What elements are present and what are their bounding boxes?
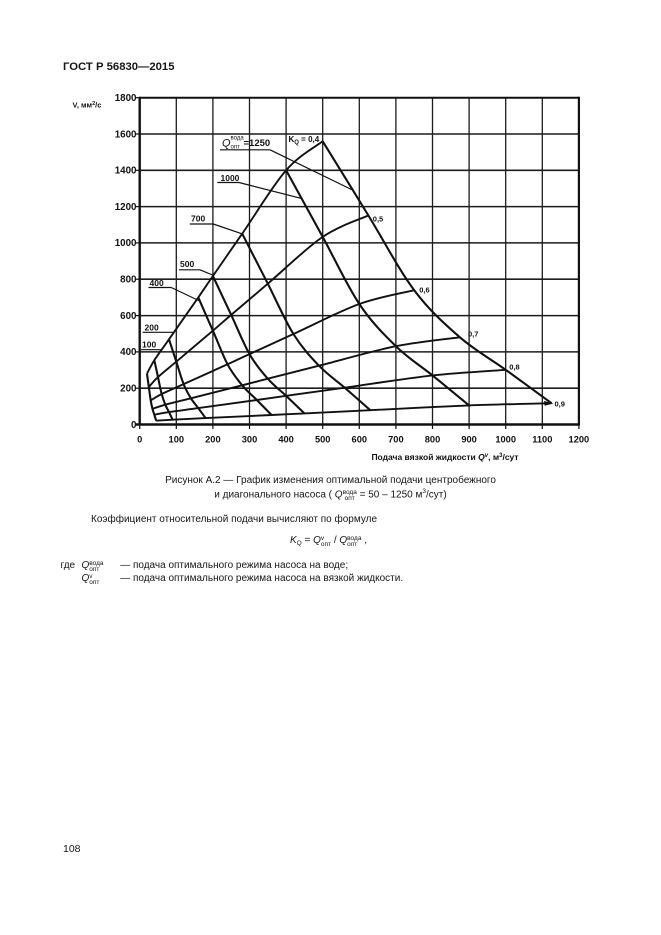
svg-text:опт: опт — [231, 145, 241, 151]
svg-text:200: 200 — [205, 435, 221, 445]
svg-text:Подача вязкой жидкости Qv, м3/: Подача вязкой жидкости Qv, м3/сут — [371, 452, 518, 462]
svg-text:1600: 1600 — [115, 129, 137, 140]
svg-text:900: 900 — [461, 435, 477, 445]
svg-text:800: 800 — [425, 435, 441, 445]
svg-text:V, мм2/с: V, мм2/с — [73, 101, 102, 110]
svg-text:200: 200 — [145, 323, 159, 333]
svg-text:100: 100 — [142, 340, 156, 350]
svg-text:0,9: 0,9 — [555, 399, 565, 408]
svg-text:1100: 1100 — [532, 435, 552, 445]
svg-text:1400: 1400 — [115, 166, 137, 177]
svg-text:600: 600 — [352, 435, 368, 445]
svg-text:0: 0 — [137, 435, 142, 445]
svg-text:=1250: =1250 — [244, 138, 271, 149]
svg-text:400: 400 — [150, 278, 164, 288]
svg-text:400: 400 — [278, 435, 294, 445]
svg-text:700: 700 — [388, 435, 404, 445]
svg-text:0,6: 0,6 — [419, 286, 429, 295]
svg-text:1200: 1200 — [115, 202, 137, 213]
svg-text:1000: 1000 — [115, 238, 137, 249]
svg-text:100: 100 — [169, 435, 185, 445]
svg-text:500: 500 — [315, 435, 331, 445]
svg-text:0,5: 0,5 — [373, 215, 383, 224]
svg-text:200: 200 — [120, 384, 137, 395]
svg-text:600: 600 — [120, 311, 137, 322]
svg-text:1000: 1000 — [221, 173, 240, 183]
svg-text:0,7: 0,7 — [468, 330, 478, 339]
svg-text:700: 700 — [191, 214, 205, 224]
svg-text:0,8: 0,8 — [509, 362, 519, 371]
svg-text:1000: 1000 — [495, 435, 516, 445]
svg-text:300: 300 — [242, 435, 258, 445]
svg-text:Q: Q — [222, 138, 231, 150]
svg-text:1200: 1200 — [569, 435, 590, 445]
svg-text:800: 800 — [120, 275, 137, 286]
svg-text:400: 400 — [120, 347, 137, 358]
svg-text:0: 0 — [131, 420, 137, 431]
svg-text:KQ = 0,4: KQ = 0,4 — [289, 135, 320, 146]
svg-text:вода: вода — [231, 136, 245, 142]
svg-text:500: 500 — [180, 259, 194, 269]
svg-text:1800: 1800 — [115, 93, 137, 104]
